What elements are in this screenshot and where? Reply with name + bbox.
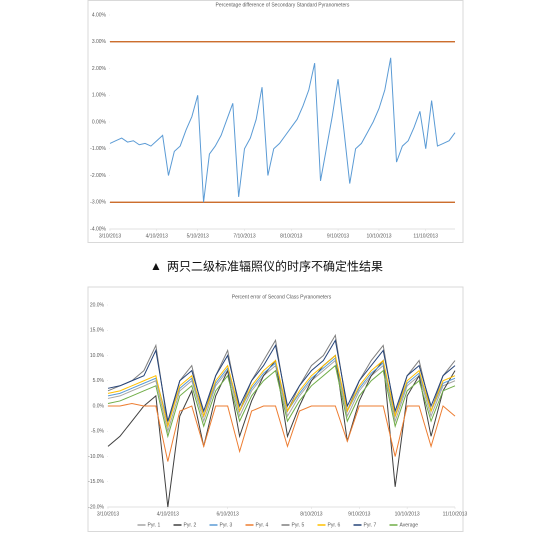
y-tick-label: 0.00% [92, 119, 107, 125]
y-tick-label: -4.00% [90, 226, 106, 232]
y-tick-label: 4.00% [92, 12, 107, 18]
y-tick-label: 3.00% [92, 39, 107, 45]
y-tick-label: 1.00% [92, 93, 107, 99]
x-tick-label: 11/10/2013 [413, 233, 438, 239]
x-tick-label: 9/10/2013 [327, 233, 349, 239]
y-tick-label: 10.0% [90, 353, 105, 359]
data-line [108, 402, 456, 462]
x-tick-label: 8/10/2013 [280, 233, 302, 239]
y-tick-label: -10.0% [88, 454, 104, 460]
chart-title: Percentage difference of Secondary Stand… [216, 2, 350, 8]
x-tick-label: 10/10/2013 [366, 233, 391, 239]
legend-label: Pyr. 3 [220, 522, 233, 528]
legend-label: Pyr. 4 [256, 522, 269, 528]
y-tick-label: 0.0% [93, 403, 105, 409]
x-tick-label: 8/10/2013 [300, 511, 322, 517]
y-tick-label: -1.00% [90, 146, 106, 152]
legend-label: Pyr. 2 [184, 522, 197, 528]
x-tick-label: 9/10/2013 [348, 511, 370, 517]
x-tick-label: 6/10/2013 [217, 511, 239, 517]
caption: 两只二级标准辐照仪的时序不确定性结果 [167, 259, 383, 274]
y-tick-label: -20.0% [88, 504, 104, 510]
data-line [107, 354, 456, 508]
chart-title: Percent error of Second Class Pyranomete… [232, 294, 332, 300]
y-tick-label: 5.0% [93, 378, 105, 384]
y-tick-label: -5.0% [91, 429, 105, 435]
legend-label: Pyr. 1 [148, 522, 161, 528]
y-tick-label: 2.00% [92, 66, 107, 72]
x-tick-label: 3/10/2013 [97, 511, 119, 517]
y-tick-label: -15.0% [88, 479, 104, 485]
data-line [107, 364, 456, 439]
x-tick-label: 10/10/2013 [395, 511, 420, 517]
y-tick-label: -2.00% [90, 173, 106, 179]
y-tick-label: 20.0% [90, 302, 105, 308]
data-line [107, 354, 456, 429]
x-tick-label: 11/10/2013 [443, 511, 468, 517]
legend-label: Average [400, 522, 419, 528]
legend-label: Pyr. 5 [292, 522, 305, 528]
legend-label: Pyr. 6 [328, 522, 341, 528]
legend-label: Pyr. 7 [364, 522, 377, 528]
x-tick-label: 4/10/2013 [157, 511, 179, 517]
x-tick-label: 3/10/2013 [99, 233, 121, 239]
x-tick-label: 7/10/2013 [233, 233, 255, 239]
data-line [107, 359, 456, 434]
x-tick-label: 5/10/2013 [187, 233, 209, 239]
y-tick-label: -3.00% [90, 200, 106, 206]
data-line [109, 57, 456, 203]
caption-marker: ▲ [150, 259, 162, 273]
chart-frame [87, 0, 464, 243]
data-line [107, 338, 456, 422]
y-tick-label: 15.0% [90, 328, 105, 334]
x-tick-label: 4/10/2013 [146, 233, 168, 239]
